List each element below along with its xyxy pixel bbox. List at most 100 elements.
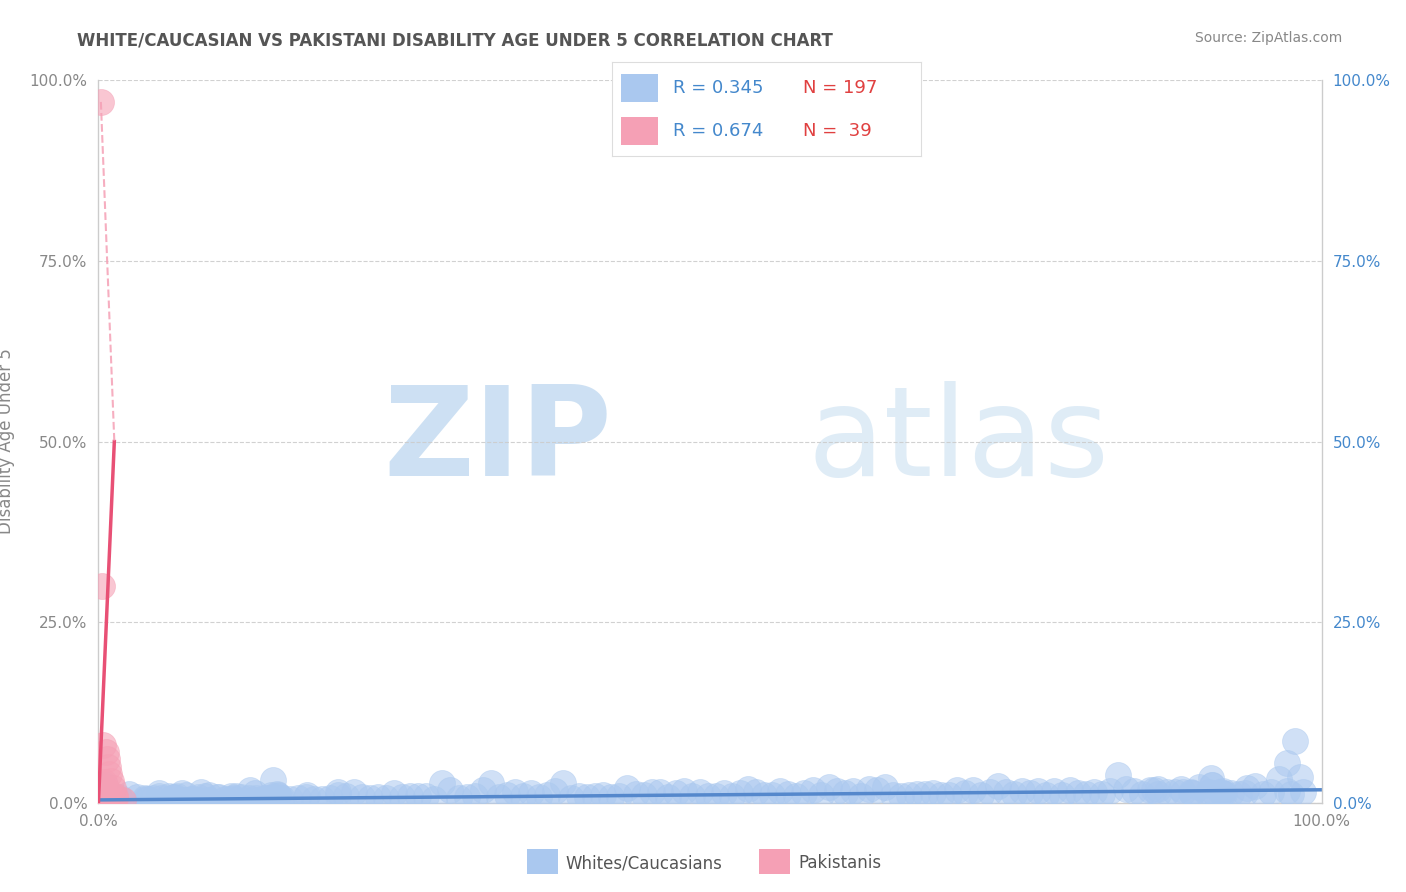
Point bbox=[1201, 778, 1223, 792]
Point bbox=[225, 789, 247, 803]
Point bbox=[544, 783, 567, 797]
Point bbox=[583, 789, 606, 803]
Point bbox=[1195, 786, 1218, 800]
Point bbox=[648, 785, 671, 799]
Point bbox=[1260, 785, 1282, 799]
Point bbox=[263, 773, 285, 788]
Point bbox=[1132, 787, 1154, 801]
Point bbox=[89, 789, 111, 803]
Point bbox=[665, 786, 688, 800]
Point bbox=[592, 788, 614, 802]
Point bbox=[319, 790, 342, 805]
Point bbox=[447, 790, 470, 805]
Point bbox=[221, 792, 243, 806]
Point bbox=[439, 783, 461, 797]
Point bbox=[107, 790, 129, 805]
Point bbox=[689, 784, 711, 798]
Point bbox=[423, 791, 446, 805]
Point bbox=[254, 791, 277, 805]
Point bbox=[1035, 788, 1057, 802]
Point bbox=[222, 791, 245, 805]
Point bbox=[672, 783, 695, 797]
Text: WHITE/CAUCASIAN VS PAKISTANI DISABILITY AGE UNDER 5 CORRELATION CHART: WHITE/CAUCASIAN VS PAKISTANI DISABILITY … bbox=[77, 31, 834, 49]
Point bbox=[681, 789, 703, 804]
Point bbox=[810, 788, 832, 802]
Point bbox=[609, 789, 631, 804]
Point bbox=[697, 789, 720, 803]
Point bbox=[91, 738, 114, 752]
Point bbox=[162, 790, 184, 805]
Point bbox=[1201, 778, 1223, 792]
Point bbox=[238, 791, 260, 805]
Point bbox=[295, 789, 318, 803]
Point bbox=[769, 784, 792, 798]
Point bbox=[1292, 785, 1315, 799]
Point bbox=[264, 791, 287, 805]
Point bbox=[134, 790, 156, 805]
Point bbox=[166, 789, 188, 804]
Point bbox=[713, 786, 735, 800]
Point bbox=[367, 790, 389, 805]
Point bbox=[118, 787, 141, 801]
Point bbox=[399, 789, 422, 803]
Point bbox=[1198, 785, 1220, 799]
Point bbox=[1083, 785, 1105, 799]
Point bbox=[962, 782, 984, 797]
Point bbox=[495, 789, 517, 803]
Point bbox=[359, 790, 381, 805]
Point bbox=[96, 752, 118, 766]
Point bbox=[938, 788, 960, 802]
Point bbox=[266, 788, 288, 802]
Point bbox=[890, 789, 912, 803]
Point bbox=[311, 792, 333, 806]
Point bbox=[375, 791, 398, 805]
Point bbox=[898, 789, 921, 803]
Text: ZIP: ZIP bbox=[384, 381, 612, 502]
Point bbox=[1181, 786, 1204, 800]
Point bbox=[89, 777, 111, 791]
Text: N = 197: N = 197 bbox=[803, 78, 877, 96]
Point bbox=[1026, 784, 1049, 798]
Point bbox=[89, 795, 111, 809]
Point bbox=[125, 790, 148, 805]
Point bbox=[1011, 783, 1033, 797]
Point bbox=[512, 789, 534, 804]
Point bbox=[1107, 767, 1129, 781]
Point bbox=[246, 792, 269, 806]
Point bbox=[89, 780, 111, 794]
Point bbox=[640, 785, 662, 799]
Point bbox=[1268, 772, 1291, 787]
Text: R = 0.674: R = 0.674 bbox=[673, 122, 763, 140]
Point bbox=[97, 784, 120, 798]
Point bbox=[343, 785, 366, 799]
Point bbox=[157, 789, 180, 804]
Point bbox=[1067, 785, 1090, 799]
Point bbox=[1156, 785, 1178, 799]
Point bbox=[1147, 781, 1170, 796]
Point bbox=[1018, 786, 1040, 800]
Point bbox=[728, 786, 751, 800]
Point bbox=[101, 781, 124, 796]
Point bbox=[270, 790, 292, 805]
Point bbox=[187, 789, 209, 804]
Text: N =  39: N = 39 bbox=[803, 122, 872, 140]
Point bbox=[89, 785, 111, 799]
Point bbox=[93, 778, 115, 792]
Point bbox=[89, 795, 111, 809]
Point bbox=[1188, 780, 1211, 795]
Point bbox=[456, 790, 478, 805]
Point bbox=[994, 785, 1017, 799]
Point bbox=[553, 776, 575, 790]
Point bbox=[174, 793, 197, 807]
Point bbox=[415, 789, 437, 803]
Point bbox=[96, 795, 118, 809]
Point bbox=[104, 789, 127, 803]
Point bbox=[287, 791, 309, 805]
Point bbox=[190, 785, 212, 799]
Point bbox=[1050, 788, 1073, 802]
Text: R = 0.345: R = 0.345 bbox=[673, 78, 763, 96]
Point bbox=[391, 790, 413, 805]
Point bbox=[970, 789, 993, 803]
Point bbox=[905, 787, 928, 801]
Point bbox=[1204, 787, 1226, 801]
